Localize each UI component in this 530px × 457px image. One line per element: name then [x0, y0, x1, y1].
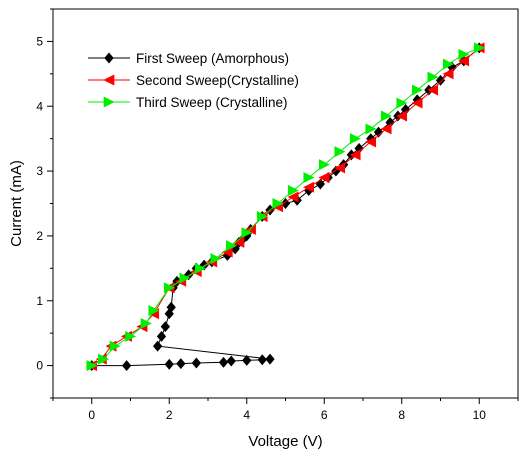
data-point — [98, 353, 110, 365]
axis-labels: Voltage (V) Current (mA) — [8, 160, 323, 450]
data-point — [442, 68, 454, 80]
data-point — [287, 191, 299, 203]
data-point — [218, 356, 229, 368]
data-point — [373, 126, 384, 138]
legend-label: Second Sweep(Crystalline) — [136, 73, 299, 88]
x-tick-label: 6 — [321, 408, 328, 422]
y-tick-label: 0 — [36, 359, 43, 373]
data-point — [163, 282, 175, 294]
x-axis-label: Voltage (V) — [248, 433, 322, 450]
data-point — [242, 354, 252, 366]
legend-item: First Sweep (Amorphous) — [88, 51, 289, 66]
legend-label: First Sweep (Amorphous) — [136, 51, 289, 66]
data-point — [225, 240, 237, 252]
data-point — [334, 162, 346, 174]
data-point — [148, 304, 160, 316]
y-tick-label: 4 — [36, 99, 43, 113]
data-point — [458, 55, 470, 67]
data-point — [442, 58, 454, 70]
data-point — [166, 301, 176, 313]
y-tick-label: 5 — [36, 34, 43, 48]
data-point — [349, 133, 361, 145]
data-point — [226, 355, 236, 367]
x-tick-label: 4 — [243, 408, 250, 422]
data-point — [156, 330, 167, 342]
legend: First Sweep (Amorphous) Second Sweep(Crys… — [88, 51, 299, 110]
data-point — [179, 272, 191, 284]
data-point — [458, 48, 470, 60]
data-point — [396, 110, 408, 122]
data-point — [164, 358, 174, 370]
data-point — [303, 181, 315, 193]
legend-item: Second Sweep(Crystalline) — [88, 73, 299, 88]
data-point — [473, 42, 485, 54]
y-tick-label: 3 — [36, 164, 43, 178]
data-point — [334, 146, 346, 158]
data-point — [380, 123, 392, 135]
legend-marker — [103, 96, 115, 108]
data-point — [411, 97, 423, 109]
data-point — [303, 172, 315, 184]
data-point — [427, 84, 439, 96]
x-tick-label: 2 — [166, 408, 173, 422]
data-point — [160, 321, 171, 333]
data-point — [318, 159, 330, 171]
data-point — [256, 210, 268, 222]
data-point — [210, 253, 222, 265]
data-point — [287, 185, 299, 197]
data-point — [365, 123, 377, 135]
legend-marker — [103, 74, 115, 86]
data-point — [140, 317, 152, 329]
data-point — [233, 236, 245, 248]
data-point — [427, 71, 439, 83]
x-tick-label: 0 — [88, 408, 95, 422]
data-point — [257, 354, 267, 366]
data-point — [272, 198, 284, 209]
y-axis-label: Current (mA) — [8, 160, 25, 247]
legend-item: Third Sweep (Crystalline) — [88, 95, 288, 110]
data-point — [380, 110, 392, 122]
data-point — [318, 172, 330, 184]
data-point — [349, 149, 361, 161]
data-point — [109, 340, 121, 352]
y-tick-label: 1 — [36, 294, 43, 308]
data-point — [265, 353, 275, 365]
data-point — [194, 262, 206, 274]
data-point — [396, 97, 408, 109]
series-layer — [86, 42, 485, 372]
data-point — [411, 84, 423, 96]
plot-frame: 0 2 4 6 8 10 0 1 2 3 4 5 — [36, 8, 519, 422]
x-tick-label: 8 — [398, 408, 405, 422]
data-point — [191, 357, 202, 369]
y-tick-label: 2 — [36, 229, 43, 243]
data-point — [365, 136, 377, 148]
data-point — [121, 360, 132, 372]
legend-marker — [104, 52, 114, 64]
data-point — [176, 358, 186, 370]
data-point — [125, 330, 137, 342]
data-point — [86, 360, 98, 372]
x-tick-label: 10 — [473, 408, 487, 422]
data-point — [241, 227, 253, 239]
series-3 — [86, 42, 485, 372]
legend-label: Third Sweep (Crystalline) — [136, 95, 288, 110]
data-point — [152, 340, 163, 352]
